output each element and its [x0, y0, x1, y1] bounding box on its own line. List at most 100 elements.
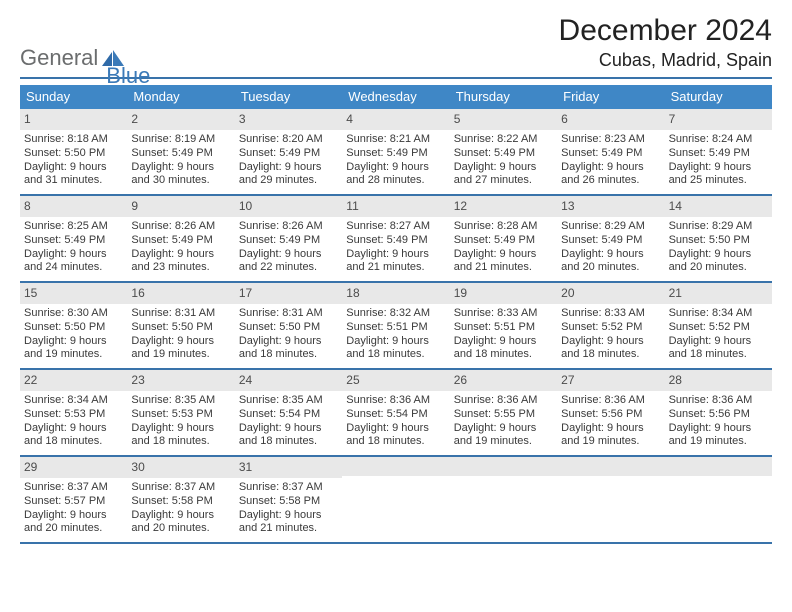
day-number — [342, 457, 449, 476]
day-number — [557, 457, 664, 476]
sunrise-line: Sunrise: 8:20 AM — [239, 133, 340, 147]
sunrise-line: Sunrise: 8:19 AM — [131, 133, 232, 147]
daylight-line: Daylight: 9 hours and 19 minutes. — [131, 335, 232, 363]
day-number: 1 — [20, 109, 127, 130]
daylight-line: Daylight: 9 hours and 25 minutes. — [669, 161, 770, 189]
daylight-line: Daylight: 9 hours and 23 minutes. — [131, 248, 232, 276]
day-number: 16 — [127, 283, 234, 304]
day-number: 31 — [235, 457, 342, 478]
daylight-line: Daylight: 9 hours and 18 minutes. — [669, 335, 770, 363]
daylight-line: Daylight: 9 hours and 21 minutes. — [454, 248, 555, 276]
sunrise-line: Sunrise: 8:25 AM — [24, 220, 125, 234]
sunset-line: Sunset: 5:49 PM — [239, 234, 340, 248]
week-row: 22Sunrise: 8:34 AMSunset: 5:53 PMDayligh… — [20, 370, 772, 457]
day-number: 30 — [127, 457, 234, 478]
sunrise-line: Sunrise: 8:23 AM — [561, 133, 662, 147]
day-cell: 6Sunrise: 8:23 AMSunset: 5:49 PMDaylight… — [557, 109, 664, 194]
daylight-line: Daylight: 9 hours and 18 minutes. — [454, 335, 555, 363]
daylight-line: Daylight: 9 hours and 29 minutes. — [239, 161, 340, 189]
sunset-line: Sunset: 5:49 PM — [131, 147, 232, 161]
sunrise-line: Sunrise: 8:36 AM — [561, 394, 662, 408]
day-cell: 8Sunrise: 8:25 AMSunset: 5:49 PMDaylight… — [20, 196, 127, 281]
day-cell: 14Sunrise: 8:29 AMSunset: 5:50 PMDayligh… — [665, 196, 772, 281]
day-number — [450, 457, 557, 476]
daylight-line: Daylight: 9 hours and 24 minutes. — [24, 248, 125, 276]
day-cell: 2 Sunrise: 8:19 AMSunset: 5:49 PMDaylight… — [127, 109, 234, 194]
weekday-thursday: Thursday — [450, 85, 557, 109]
brand-word-general: General — [20, 45, 98, 71]
day-cell: 18Sunrise: 8:32 AMSunset: 5:51 PMDayligh… — [342, 283, 449, 368]
daylight-line: Daylight: 9 hours and 18 minutes. — [239, 335, 340, 363]
sunset-line: Sunset: 5:49 PM — [346, 234, 447, 248]
sunrise-line: Sunrise: 8:18 AM — [24, 133, 125, 147]
sunrise-line: Sunrise: 8:34 AM — [24, 394, 125, 408]
daylight-line: Daylight: 9 hours and 18 minutes. — [561, 335, 662, 363]
daylight-line: Daylight: 9 hours and 22 minutes. — [239, 248, 340, 276]
day-cell: 26Sunrise: 8:36 AMSunset: 5:55 PMDayligh… — [450, 370, 557, 455]
day-number: 17 — [235, 283, 342, 304]
sunset-line: Sunset: 5:49 PM — [346, 147, 447, 161]
daylight-line: Daylight: 9 hours and 18 minutes. — [346, 422, 447, 450]
daylight-line: Daylight: 9 hours and 20 minutes. — [669, 248, 770, 276]
sunset-line: Sunset: 5:58 PM — [239, 495, 340, 509]
daylight-line: Daylight: 9 hours and 30 minutes. — [131, 161, 232, 189]
day-cell: 22Sunrise: 8:34 AMSunset: 5:53 PMDayligh… — [20, 370, 127, 455]
daylight-line: Daylight: 9 hours and 18 minutes. — [346, 335, 447, 363]
sunset-line: Sunset: 5:53 PM — [24, 408, 125, 422]
daylight-line: Daylight: 9 hours and 26 minutes. — [561, 161, 662, 189]
daylight-line: Daylight: 9 hours and 31 minutes. — [24, 161, 125, 189]
sunrise-line: Sunrise: 8:29 AM — [561, 220, 662, 234]
sunrise-line: Sunrise: 8:33 AM — [561, 307, 662, 321]
day-cell: 4Sunrise: 8:21 AMSunset: 5:49 PMDaylight… — [342, 109, 449, 194]
day-number: 20 — [557, 283, 664, 304]
week-row: 29Sunrise: 8:37 AMSunset: 5:57 PMDayligh… — [20, 457, 772, 544]
sunrise-line: Sunrise: 8:27 AM — [346, 220, 447, 234]
sunrise-line: Sunrise: 8:31 AM — [131, 307, 232, 321]
sunrise-line: Sunrise: 8:28 AM — [454, 220, 555, 234]
weeks-container: 1Sunrise: 8:18 AMSunset: 5:50 PMDaylight… — [20, 109, 772, 544]
day-number: 15 — [20, 283, 127, 304]
day-cell: 24Sunrise: 8:35 AMSunset: 5:54 PMDayligh… — [235, 370, 342, 455]
daylight-line: Daylight: 9 hours and 18 minutes. — [24, 422, 125, 450]
day-cell: 10Sunrise: 8:26 AMSunset: 5:49 PMDayligh… — [235, 196, 342, 281]
sunrise-line: Sunrise: 8:32 AM — [346, 307, 447, 321]
day-cell: 30Sunrise: 8:37 AMSunset: 5:58 PMDayligh… — [127, 457, 234, 542]
day-number: 11 — [342, 196, 449, 217]
day-cell: 28Sunrise: 8:36 AMSunset: 5:56 PMDayligh… — [665, 370, 772, 455]
day-cell: 11Sunrise: 8:27 AMSunset: 5:49 PMDayligh… — [342, 196, 449, 281]
sunset-line: Sunset: 5:54 PM — [346, 408, 447, 422]
day-cell: 5Sunrise: 8:22 AMSunset: 5:49 PMDaylight… — [450, 109, 557, 194]
sunrise-line: Sunrise: 8:31 AM — [239, 307, 340, 321]
day-number: 12 — [450, 196, 557, 217]
sunset-line: Sunset: 5:56 PM — [669, 408, 770, 422]
sunrise-line: Sunrise: 8:21 AM — [346, 133, 447, 147]
day-number: 3 — [235, 109, 342, 130]
sunrise-line: Sunrise: 8:34 AM — [669, 307, 770, 321]
topbar: General Blue December 2024 Cubas, Madrid… — [20, 14, 772, 71]
day-number: 6 — [557, 109, 664, 130]
day-number: 14 — [665, 196, 772, 217]
sunset-line: Sunset: 5:54 PM — [239, 408, 340, 422]
day-cell: 25Sunrise: 8:36 AMSunset: 5:54 PMDayligh… — [342, 370, 449, 455]
weekday-saturday: Saturday — [665, 85, 772, 109]
sunrise-line: Sunrise: 8:35 AM — [131, 394, 232, 408]
sunset-line: Sunset: 5:49 PM — [131, 234, 232, 248]
sunrise-line: Sunrise: 8:30 AM — [24, 307, 125, 321]
sunset-line: Sunset: 5:50 PM — [131, 321, 232, 335]
weekday-friday: Friday — [557, 85, 664, 109]
day-number: 5 — [450, 109, 557, 130]
sunrise-line: Sunrise: 8:35 AM — [239, 394, 340, 408]
daylight-line: Daylight: 9 hours and 20 minutes. — [561, 248, 662, 276]
daylight-line: Daylight: 9 hours and 18 minutes. — [239, 422, 340, 450]
sunset-line: Sunset: 5:55 PM — [454, 408, 555, 422]
calendar-page: General Blue December 2024 Cubas, Madrid… — [0, 0, 792, 612]
daylight-line: Daylight: 9 hours and 19 minutes. — [454, 422, 555, 450]
page-title: December 2024 — [559, 14, 772, 48]
weekday-wednesday: Wednesday — [342, 85, 449, 109]
day-cell: 19Sunrise: 8:33 AMSunset: 5:51 PMDayligh… — [450, 283, 557, 368]
sunset-line: Sunset: 5:49 PM — [454, 147, 555, 161]
day-number: 2 — [127, 109, 234, 130]
day-number: 8 — [20, 196, 127, 217]
sunset-line: Sunset: 5:52 PM — [669, 321, 770, 335]
day-number: 27 — [557, 370, 664, 391]
